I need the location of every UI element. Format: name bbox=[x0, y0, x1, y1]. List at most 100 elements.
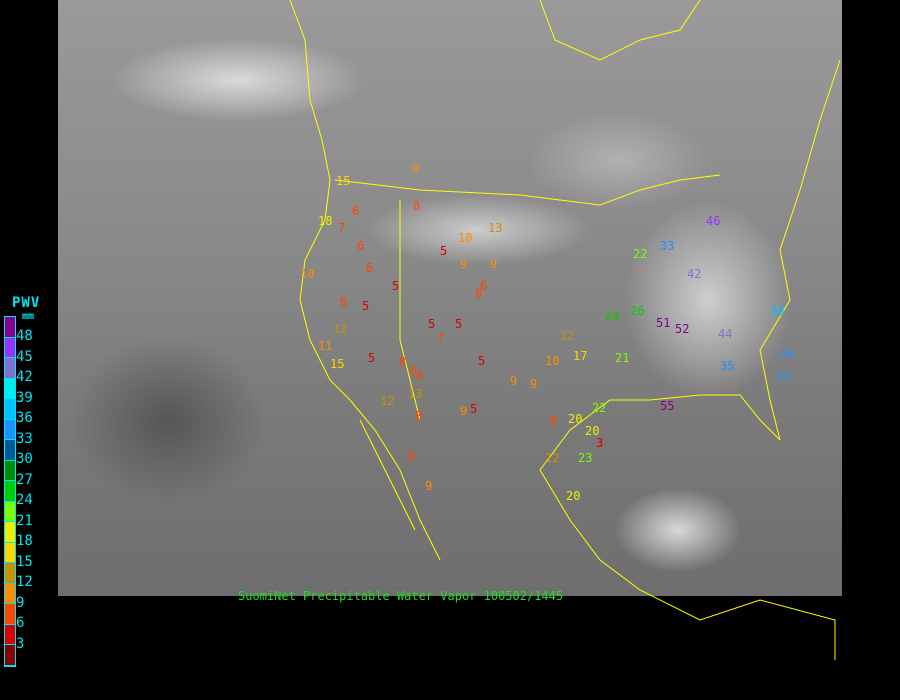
satellite-map bbox=[58, 0, 842, 596]
station-pwv-value: 9 bbox=[460, 404, 468, 418]
station-pwv-value: 7 bbox=[437, 332, 445, 346]
legend-swatch bbox=[5, 481, 15, 502]
station-pwv-value: 12 bbox=[545, 451, 560, 465]
legend-swatch bbox=[5, 604, 15, 625]
legend-title: PWV bbox=[12, 295, 41, 311]
station-pwv-value: 22 bbox=[592, 401, 607, 415]
station-pwv-value: 6 bbox=[366, 261, 374, 275]
legend-label: 39 bbox=[16, 389, 33, 406]
station-pwv-value: 20 bbox=[585, 424, 600, 438]
station-pwv-value: 5 bbox=[362, 299, 370, 313]
station-pwv-value: 5 bbox=[368, 351, 376, 365]
station-pwv-value: 8 bbox=[408, 449, 416, 463]
legend-swatch bbox=[5, 317, 15, 338]
station-pwv-value: 51 bbox=[656, 316, 671, 330]
station-pwv-value: 8 bbox=[416, 369, 424, 383]
station-pwv-value: 5 bbox=[440, 244, 448, 258]
station-pwv-value: 12 bbox=[333, 322, 348, 336]
station-pwv-value: 6 bbox=[340, 295, 348, 309]
station-pwv-value: 15 bbox=[330, 357, 345, 371]
legend-swatch bbox=[5, 645, 15, 666]
station-pwv-value: 5 bbox=[478, 354, 486, 368]
legend-swatch bbox=[5, 419, 15, 440]
station-pwv-value: 10 bbox=[458, 231, 473, 245]
station-pwv-value: 8 bbox=[415, 409, 423, 423]
station-pwv-value: 38 bbox=[770, 304, 785, 318]
legend-label: 27 bbox=[16, 471, 33, 488]
legend-label: 6 bbox=[16, 615, 25, 631]
station-pwv-value: 22 bbox=[633, 247, 648, 261]
station-pwv-value: 52 bbox=[675, 322, 690, 336]
legend-swatch bbox=[5, 624, 15, 645]
station-pwv-value: 20 bbox=[566, 489, 581, 503]
station-pwv-value: 33 bbox=[776, 369, 791, 383]
legend-swatch bbox=[5, 501, 15, 522]
station-pwv-value: 44 bbox=[718, 327, 733, 341]
station-pwv-value: 9 bbox=[460, 257, 468, 271]
station-pwv-value: 12 bbox=[560, 329, 575, 343]
legend-label: 24 bbox=[16, 492, 33, 508]
station-pwv-value: 17 bbox=[573, 349, 588, 363]
station-pwv-value: 8 bbox=[475, 287, 483, 301]
legend-swatch bbox=[5, 583, 15, 604]
station-pwv-value: 6 bbox=[480, 279, 488, 293]
station-pwv-value: 11 bbox=[318, 339, 333, 353]
station-pwv-value: 9 bbox=[510, 374, 518, 388]
east-coast bbox=[759, 59, 841, 441]
gulf-coast bbox=[539, 394, 781, 471]
station-pwv-value: 12 bbox=[380, 394, 395, 408]
station-pwv-value: 8 bbox=[550, 414, 558, 428]
legend-label: 18 bbox=[16, 533, 33, 549]
station-pwv-value: 9 bbox=[530, 377, 538, 391]
station-pwv-value: 5 bbox=[428, 317, 436, 331]
legend-label: 36 bbox=[16, 410, 33, 426]
legend-swatch bbox=[5, 522, 15, 543]
legend-label: 30 bbox=[16, 451, 33, 467]
station-pwv-value: 9 bbox=[412, 162, 420, 176]
station-pwv-value: 15 bbox=[336, 174, 351, 188]
station-pwv-value: 5 bbox=[392, 279, 400, 293]
station-pwv-value: 42 bbox=[687, 267, 702, 281]
legend-label: 9 bbox=[16, 594, 25, 611]
legend-swatch bbox=[5, 460, 15, 481]
station-pwv-value: 8 bbox=[413, 199, 421, 213]
legend-swatch bbox=[5, 563, 15, 584]
station-pwv-value: 6 bbox=[410, 364, 418, 378]
station-pwv-value: 8 bbox=[399, 355, 407, 369]
station-pwv-value: 21 bbox=[615, 351, 630, 365]
hudson-bay bbox=[539, 0, 701, 61]
legend-swatch bbox=[5, 337, 15, 358]
station-pwv-value: 35 bbox=[720, 359, 735, 373]
legend-label: 3 bbox=[16, 635, 25, 652]
station-pwv-value: 26 bbox=[630, 304, 645, 318]
legend-swatch bbox=[5, 378, 15, 399]
legend-label: 15 bbox=[16, 553, 33, 570]
legend-label: 48 bbox=[16, 328, 33, 344]
color-scale bbox=[4, 316, 16, 667]
station-pwv-value: 9 bbox=[490, 257, 498, 271]
station-pwv-value: 6 bbox=[352, 204, 360, 218]
legend-swatch bbox=[5, 399, 15, 420]
legend-label: 12 bbox=[16, 574, 33, 590]
legend-label: 33 bbox=[16, 430, 33, 447]
legend-swatch bbox=[5, 358, 15, 379]
legend-swatch bbox=[5, 440, 15, 461]
station-pwv-value: 5 bbox=[455, 317, 463, 331]
station-pwv-value: 23 bbox=[578, 451, 593, 465]
station-pwv-value: 3 bbox=[596, 436, 604, 450]
station-pwv-value: 10 bbox=[300, 267, 315, 281]
legend-label: 21 bbox=[16, 512, 33, 529]
station-pwv-value: 46 bbox=[706, 214, 721, 228]
west-coastline bbox=[289, 0, 441, 561]
station-pwv-value: 5 bbox=[470, 402, 478, 416]
station-pwv-value: 24 bbox=[605, 309, 620, 323]
station-pwv-value: 13 bbox=[408, 387, 423, 401]
station-pwv-value: 13 bbox=[488, 221, 503, 235]
station-pwv-value: 7 bbox=[338, 221, 346, 235]
station-pwv-value: 9 bbox=[425, 479, 433, 493]
legend-label: 45 bbox=[16, 348, 33, 365]
legend-unit: mm bbox=[22, 311, 35, 322]
station-pwv-value: 18 bbox=[318, 214, 333, 228]
map-caption: SuomiNet Precipitable Water Vapor 100502… bbox=[238, 589, 564, 603]
